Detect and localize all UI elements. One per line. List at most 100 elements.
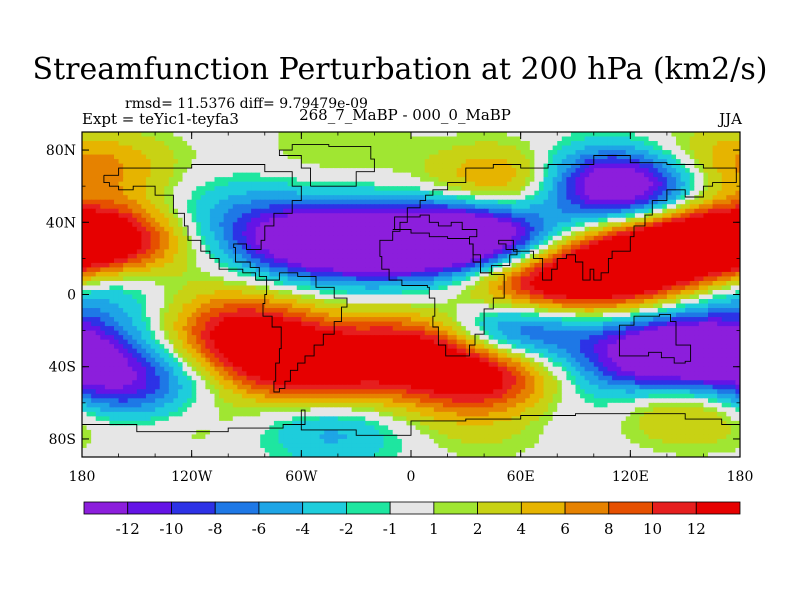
contour-cell — [310, 262, 316, 269]
contour-cell — [461, 154, 467, 160]
contour-cell — [671, 235, 677, 241]
contour-cell — [644, 204, 650, 210]
contour-cell — [264, 168, 270, 174]
contour-cell — [548, 240, 554, 246]
contour-cell — [109, 145, 115, 151]
contour-cell — [287, 172, 293, 178]
contour-cell — [484, 177, 490, 183]
contour-cell — [260, 181, 266, 187]
contour-cell — [415, 222, 421, 228]
contour-cell — [442, 244, 449, 250]
contour-cell — [383, 168, 389, 174]
contour-cell — [698, 258, 705, 264]
contour-cell — [676, 190, 682, 196]
contour-cell — [200, 276, 206, 282]
contour-cell — [328, 226, 334, 232]
contour-cell — [639, 136, 645, 142]
contour-cell — [694, 190, 700, 196]
contour-cell — [379, 231, 385, 237]
contour-cell — [333, 204, 339, 210]
contour-cell — [127, 199, 133, 205]
contour-cell — [392, 136, 398, 142]
contour-cell — [689, 195, 695, 201]
contour-cell — [159, 249, 165, 255]
contour-cell — [360, 136, 366, 142]
contour-cell — [365, 195, 371, 201]
contour-cell — [219, 271, 225, 278]
contour-cell — [689, 217, 695, 223]
contour-cell — [433, 244, 440, 250]
contour-cell — [698, 181, 705, 187]
contour-cell — [95, 199, 101, 205]
contour-cell — [721, 150, 727, 156]
contour-cell — [671, 217, 677, 223]
contour-cell — [676, 150, 682, 156]
contour-cell — [91, 276, 97, 282]
contour-cell — [474, 132, 481, 138]
contour-cell — [283, 244, 289, 250]
contour-cell — [223, 186, 229, 192]
contour-cell — [351, 213, 357, 219]
contour-cell — [529, 258, 535, 264]
contour-cell — [246, 285, 252, 291]
contour-cell — [155, 154, 161, 160]
contour-cell — [607, 177, 613, 183]
contour-cell — [708, 177, 714, 183]
contour-cell — [520, 222, 526, 228]
contour-cell — [584, 258, 590, 264]
contour-cell — [127, 141, 133, 147]
contour-cell — [264, 141, 270, 147]
contour-cell — [474, 190, 481, 196]
contour-cell — [712, 163, 718, 169]
contour-cell — [351, 150, 357, 156]
contour-cell — [292, 195, 298, 201]
contour-cell — [82, 177, 88, 183]
contour-cell — [287, 181, 293, 187]
contour-cell — [383, 132, 389, 138]
contour-cell — [260, 136, 266, 142]
contour-cell — [506, 267, 513, 273]
contour-cell — [525, 226, 531, 232]
contour-cell — [310, 271, 316, 278]
contour-cell — [301, 271, 307, 278]
contour-cell — [520, 150, 526, 156]
contour-cell — [173, 231, 179, 237]
contour-cell — [470, 235, 476, 241]
contour-cell — [484, 244, 490, 250]
contour-cell — [438, 208, 444, 214]
contour-cell — [598, 145, 604, 151]
contour-cell — [255, 280, 261, 287]
contour-cell — [557, 145, 563, 151]
contour-cell — [383, 226, 389, 232]
contour-cell — [735, 258, 740, 264]
contour-cell — [689, 177, 695, 183]
contour-cell — [82, 168, 88, 174]
contour-cell — [584, 240, 590, 246]
contour-cell — [182, 240, 188, 246]
contour-cell — [452, 285, 458, 291]
contour-cell — [155, 163, 161, 169]
contour-cell — [698, 172, 705, 178]
contour-cell — [429, 285, 435, 291]
contour-cell — [269, 222, 275, 228]
contour-cell — [86, 132, 92, 138]
contour-cell — [82, 253, 88, 259]
contour-cell — [109, 231, 115, 237]
contour-cell — [589, 150, 595, 156]
contour-cell — [95, 226, 101, 232]
contour-cell — [680, 262, 686, 269]
contour-cell — [593, 141, 599, 147]
contour-cell — [717, 163, 723, 169]
contour-cell — [685, 177, 691, 183]
contour-cell — [113, 258, 120, 264]
contour-cell — [214, 240, 220, 246]
contour-cell — [269, 190, 275, 196]
contour-cell — [342, 267, 348, 273]
contour-cell — [666, 244, 673, 250]
contour-cell — [557, 240, 563, 246]
contour-cell — [438, 168, 444, 174]
contour-cell — [397, 145, 403, 151]
contour-cell — [196, 136, 202, 142]
contour-cell — [164, 258, 170, 264]
contour-cell — [159, 226, 165, 232]
